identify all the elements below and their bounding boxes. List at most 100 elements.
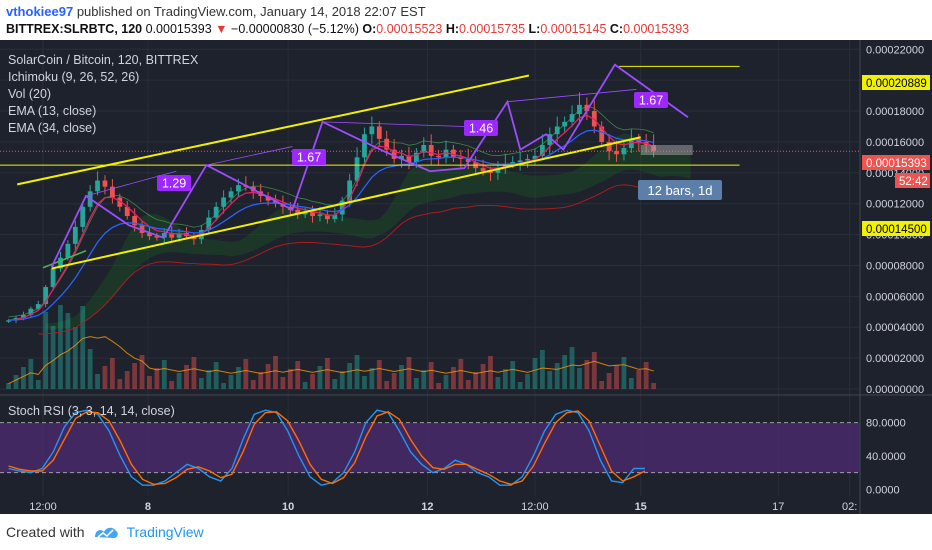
- candle-body: [332, 214, 338, 220]
- candle-body: [154, 236, 160, 238]
- volume-bar: [577, 368, 582, 389]
- candle-body: [554, 126, 560, 135]
- channel-lower-line: [51, 136, 641, 270]
- candle-body: [72, 226, 78, 244]
- volume-bar: [213, 362, 219, 389]
- candle-body: [510, 161, 516, 164]
- candle-body: [102, 180, 108, 187]
- volume-bar: [80, 306, 86, 389]
- volume-bar: [502, 369, 508, 389]
- volume-bar: [488, 356, 493, 389]
- candle-body: [6, 320, 11, 322]
- badge-target: 0.00020889: [862, 75, 930, 90]
- volume-bar: [517, 382, 523, 389]
- close-value: 0.00015393: [623, 22, 690, 36]
- range-highlight: [640, 145, 693, 156]
- candle-body: [406, 155, 412, 162]
- volume-bar: [21, 367, 26, 389]
- y-tick-label: 0.00002000: [866, 353, 924, 365]
- legend-stoch[interactable]: Stoch RSI (3, 3, 14, 14, close): [8, 404, 175, 418]
- volume-bar: [198, 378, 204, 389]
- candle-body: [391, 149, 397, 159]
- low-label: L:: [528, 22, 541, 36]
- stoch-d-line: [8, 410, 646, 486]
- chart-area[interactable]: 0.000220000.000200000.000180000.00016000…: [0, 40, 932, 514]
- candle-body: [562, 121, 568, 127]
- ichimoku-lines: [8, 105, 684, 335]
- volume-bar: [621, 357, 627, 389]
- stoch-tick-label: 80.0000: [866, 418, 906, 430]
- ichimoku-base-line: [38, 184, 684, 335]
- candle-body: [147, 233, 152, 237]
- legend-title: SolarCoin / Bitcoin, 120, BITTREX: [8, 53, 199, 67]
- ratio-label-4: 1.67: [634, 92, 668, 108]
- y-tick-label: 0.00016000: [866, 137, 924, 149]
- chart-svg[interactable]: 0.000220000.000200000.000180000.00016000…: [0, 40, 932, 514]
- volume-ma-line: [8, 336, 654, 385]
- volume-bar: [124, 371, 130, 389]
- legend-ema34[interactable]: EMA (34, close): [8, 121, 96, 135]
- volume-bar: [228, 375, 234, 389]
- short-green-trendline: [42, 250, 87, 269]
- volume-bar: [169, 381, 175, 389]
- candle-body: [324, 214, 330, 220]
- symbol-line: BITTREX:SLRBTC, 120 0.00015393 ▼ −0.0000…: [6, 22, 689, 36]
- volume-bar: [310, 374, 315, 389]
- candle-body: [339, 200, 345, 215]
- volume-bar: [139, 355, 145, 389]
- x-tick-label: 12: [421, 501, 433, 513]
- x-tick-label: 10: [282, 501, 294, 513]
- x-tick-label: 12:00: [29, 501, 57, 513]
- author-link[interactable]: vthokiee97: [6, 4, 74, 19]
- symbol-label: BITTREX:SLRBTC, 120: [6, 22, 143, 36]
- legend-ema13[interactable]: EMA (13, close): [8, 104, 96, 118]
- ratio-label-3: 1.46: [464, 120, 498, 136]
- high-label: H:: [445, 22, 460, 36]
- created-with-text: Created with: [6, 524, 85, 540]
- volume-bar: [473, 372, 479, 389]
- candle-body: [465, 158, 471, 162]
- volume-bar: [376, 360, 382, 389]
- candle-body: [362, 134, 367, 158]
- ratio-text-4: 1.67: [639, 94, 663, 108]
- legend: SolarCoin / Bitcoin, 120, BITTREX Ichimo…: [8, 53, 199, 418]
- volume-bar: [539, 350, 545, 389]
- down-arrow-icon: ▼: [215, 22, 228, 36]
- volume-bar: [302, 382, 308, 389]
- price-change: −0.00000830 (−5.12%): [231, 22, 359, 36]
- candle-body: [606, 141, 612, 152]
- legend-vol[interactable]: Vol (20): [8, 87, 51, 101]
- volume-bar: [458, 359, 464, 389]
- x-tick-label: 15: [635, 501, 647, 513]
- y-tick-label: 0.00006000: [866, 291, 924, 303]
- x-tick-label: 12:00: [521, 501, 549, 513]
- volume-bar: [554, 363, 560, 389]
- legend-ichimoku[interactable]: Ichimoku (9, 26, 52, 26): [8, 70, 139, 84]
- candle-body: [488, 171, 493, 173]
- candle-body: [265, 195, 271, 201]
- volume-bar: [154, 368, 160, 389]
- volume-bar: [28, 359, 34, 389]
- tradingview-link[interactable]: TradingView: [126, 524, 204, 540]
- candle-body: [295, 209, 301, 215]
- candle-body: [577, 104, 582, 115]
- candle-body: [28, 308, 34, 315]
- y-tick-label: 0.00018000: [866, 106, 924, 118]
- candle-body: [569, 114, 575, 122]
- candle-body: [443, 149, 449, 158]
- candle-body: [621, 148, 627, 155]
- volume-bar: [95, 374, 100, 389]
- volume-bar: [191, 357, 197, 389]
- candle-body: [347, 180, 353, 201]
- volume-bar: [362, 376, 367, 389]
- y-tick-label: 0.00004000: [866, 322, 924, 334]
- badge-current: 0.00015393: [862, 155, 930, 170]
- ratio-text-2: 1.67: [297, 151, 321, 165]
- volume-bar: [606, 373, 612, 389]
- volume-bar: [176, 373, 182, 389]
- bars-count-label: 12 bars, 1d: [638, 180, 722, 200]
- candle-body: [65, 243, 71, 258]
- y-tick-label: 0.00022000: [866, 44, 924, 56]
- open-value: 0.00015523: [376, 22, 443, 36]
- y-tick-label: 0.00008000: [866, 260, 924, 272]
